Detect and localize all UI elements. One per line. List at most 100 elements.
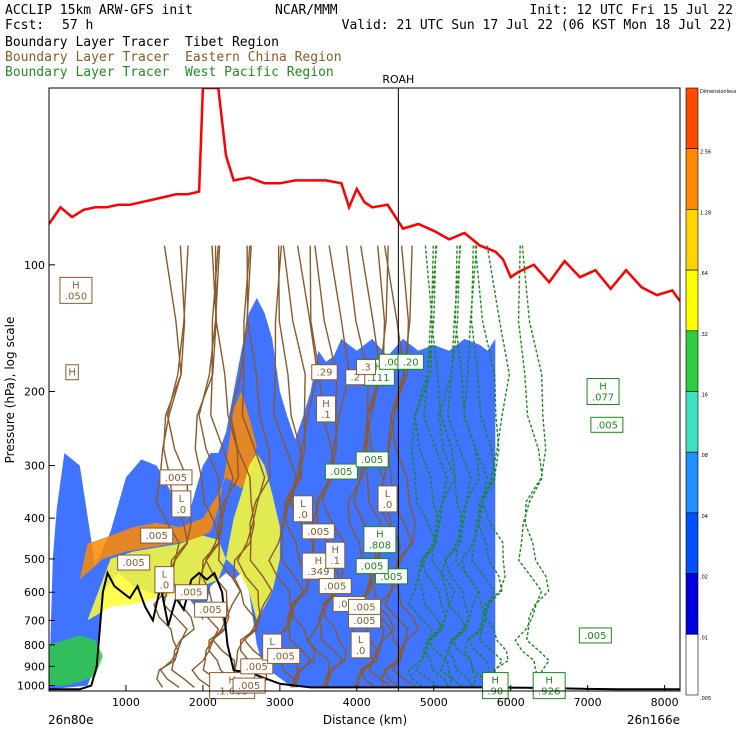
peak-label-text-7-0: .005 [180,588,202,599]
contour-2-1 [236,245,266,688]
peak-label-text-26-0: .005 [384,357,406,368]
peak-label-30: L.0 [377,485,398,513]
peak-label-text-22-0: .005 [353,602,375,613]
peak-label-text-30-1: .0 [383,500,393,511]
peak-label-text-33-0: .005 [596,420,618,431]
colorbar-swatch-4 [685,330,699,392]
peak-label-box-22 [348,598,381,615]
peak-label-3: L.0 [171,490,192,518]
peak-label-text-24-0: .005 [380,572,402,583]
peak-label-box-8 [194,601,228,618]
model-title: ACCLIP 15km ARW-GFS init [5,3,193,18]
peak-label-text-6-1: .0 [160,581,170,592]
peak-label-text-17-0: .005 [324,582,346,593]
contour-10-1 [521,245,551,688]
y-tick-label-9: 1000 [17,680,45,693]
colorbar-swatch-3 [685,269,699,332]
x-tick-label-7: 8000 [651,696,679,709]
peak-label-text-3-1: .0 [177,505,187,516]
peak-label-28: .005 [324,463,358,480]
colorbar-swatch-8 [685,573,699,635]
peak-label-box-39 [316,395,337,423]
shade-layer-1 [79,391,257,580]
contour-1-2 [205,245,234,688]
contour-7-3 [427,245,457,688]
colorbar: Dimensionless 2.56 1.28 .64 .32 .16 .08 .04 .02.… [685,87,737,702]
peak-label-31: .005 [355,558,389,575]
peak-label-text-35-0: H [545,676,553,687]
contour-9-0 [460,245,490,688]
peak-label-box-20 [350,631,371,659]
peak-label-text-30-0: L [385,489,391,500]
peak-label-box-7 [174,584,208,601]
peak-label-11: .005 [240,658,274,675]
peak-label-22: .005 [348,598,381,615]
peak-label-text-37-0: .29 [317,368,333,379]
y-tick-label-7: 800 [24,639,45,652]
peak-label-box-37 [311,364,338,381]
peak-label-text-11-0: .005 [246,662,268,673]
legend-tibet: Boundary Layer Tracer Tibet Region [5,35,279,50]
peak-label-text-20-1: .0 [356,646,366,657]
peak-label-text-13-0: .005 [273,651,295,662]
colorbar-label-5: .16 [700,393,708,399]
axes: 1000 2000 3000 4000 5000 6000 7000 8000 100 200 30… [17,259,679,709]
y-tick-label-2: 300 [24,460,45,473]
peak-label-text-40-0: .3 [361,363,371,374]
peak-label-text-25-1: .111 [367,373,389,384]
peak-label-box-5 [117,554,151,571]
colorbar-label-3: .64 [700,271,708,277]
peak-label-box-15 [301,523,335,540]
peak-label-39: H.1 [316,395,337,423]
peak-label-box-32 [586,377,620,405]
peak-label-box-31 [355,558,389,575]
terrain-line [49,570,680,691]
colorbar-swatch-0 [685,87,699,150]
colorbar-swatch-2 [685,209,699,271]
peak-label-13: .005 [267,647,301,664]
peak-label-text-2-0: .005 [165,473,187,484]
peak-label-box-27 [397,353,424,370]
contour-7-1 [414,245,443,688]
peak-label-text-28-0: .005 [330,467,352,478]
peak-label-text-23-0: H [376,530,384,541]
peak-label-box-29 [355,451,389,468]
peak-label-text-12-0: L [269,637,275,648]
peak-label-text-0-1: .050 [65,291,87,302]
y-tick-label-6: 700 [24,614,45,627]
tropopause-line [49,88,680,302]
shade-layer-2 [87,453,280,621]
contour-2-0 [229,245,258,688]
peak-label-text-9-0: H [228,676,236,687]
profile-lines [49,88,680,691]
peak-label-text-31-0: .005 [361,562,383,573]
y-tick-label-3: 400 [24,512,45,525]
x-tick-label-5: 6000 [497,696,525,709]
y-tick-label-1: 200 [24,385,45,398]
plot-frame [48,87,681,692]
legend-pacific: Boundary Layer Tracer West Pacific Regio… [5,65,334,80]
colorbar-label-6: .08 [700,453,708,459]
colorbar-label-2: 1.28 [700,210,711,216]
peak-label-text-25-0: H [375,362,383,373]
peak-label-box-2 [159,469,193,486]
peak-label-box-34 [578,627,612,644]
peak-label-18: H.1 [325,541,346,569]
peak-label-text-10-0: .005 [238,681,260,692]
x-tick-label-4: 5000 [420,696,448,709]
peak-label-text-5-0: .005 [123,558,145,569]
peak-label-33: .005 [590,416,624,433]
peak-label-box-6 [154,566,175,594]
peak-label-35: H.926 [532,672,566,700]
peak-label-5: .005 [117,554,151,571]
peak-label-14: L.0 [292,495,313,523]
peak-label-text-15-0: .005 [307,527,329,538]
left-endpoint: 26n80e [48,713,94,727]
colorbar-label-4: .32 [700,332,708,338]
peak-label-17: .005 [318,578,352,595]
peak-label-box-23 [363,526,397,554]
peak-label-text-36-1: .90 [487,687,503,698]
peak-label-23: H.808 [363,526,397,554]
fcst-value: 57 h [62,18,94,33]
peak-label-text-39-0: H [322,399,330,410]
